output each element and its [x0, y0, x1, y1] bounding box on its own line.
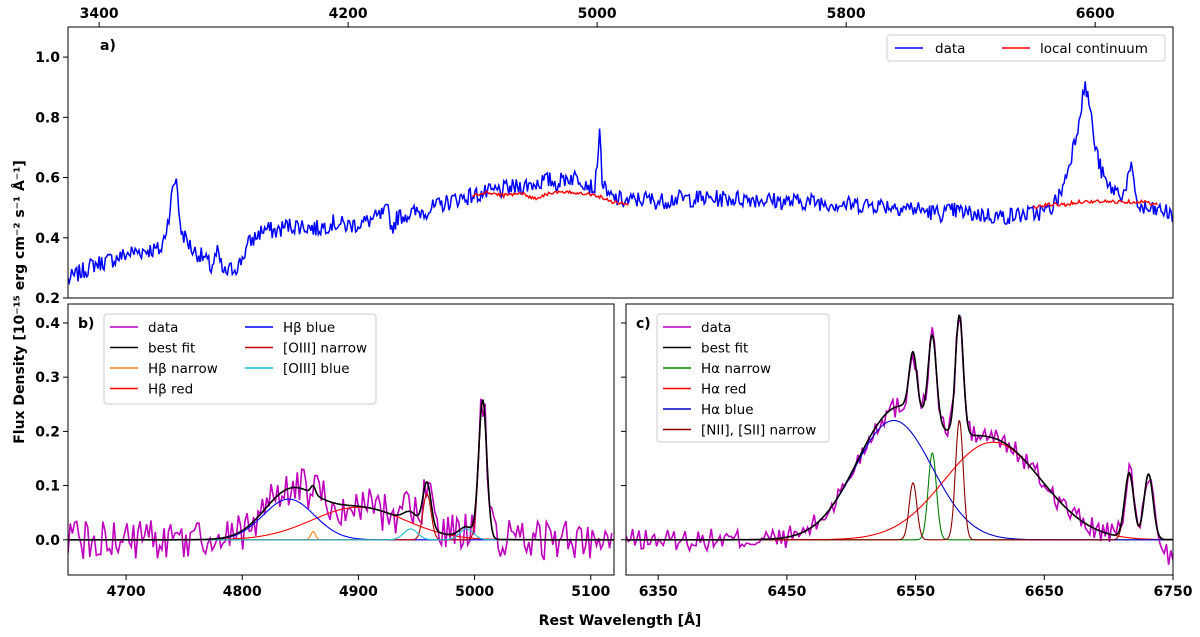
x-tick-label: 4700 [107, 584, 146, 600]
x-tick-label: 4900 [339, 584, 378, 600]
series-data-line [68, 398, 613, 561]
x-axis-label: Rest Wavelength [Å] [539, 612, 702, 629]
y-tick-label: 0.1 [35, 479, 60, 495]
x-tick-label: 6550 [896, 584, 935, 600]
legend-label-local-continuum: local continuum [1040, 41, 1148, 57]
legend-label: Hα red [701, 382, 746, 398]
series-data-line [68, 81, 1173, 286]
legend-box [656, 313, 830, 443]
legend-label: best fit [701, 341, 748, 357]
x-tick-label: 4800 [223, 584, 262, 600]
y-tick-label: 0.3 [35, 370, 60, 386]
panel-b-plot-area [68, 398, 614, 561]
y-tick-label: 0.2 [35, 291, 60, 307]
series-data-line [626, 316, 1173, 565]
legend-label: Hβ red [148, 382, 193, 398]
panel-a-plot-area [68, 81, 1173, 286]
legend-label: Hβ blue [283, 320, 335, 336]
legend-label: Hβ narrow [148, 361, 218, 377]
panel-c-plot-area [626, 314, 1173, 565]
legend-label: [NII], [SII] narrow [701, 423, 816, 439]
x-tick-label: 6650 [1025, 584, 1064, 600]
top-x-tick-label: 5000 [578, 6, 617, 22]
x-tick-label: 6450 [767, 584, 806, 600]
legend-label: data [701, 320, 731, 336]
legend-label: best fit [148, 341, 195, 357]
legend-label-data: data [935, 41, 965, 57]
y-tick-label: 0.8 [35, 110, 60, 126]
panel-legend: data best fit Hβ narrow Hβ red Hβ blue [OIII]… [103, 313, 377, 405]
series-best-fit-line [626, 314, 1173, 541]
series-local-continuum-line-1 [472, 189, 629, 206]
x-tick-label: 6750 [1154, 584, 1193, 600]
top-x-tick-label: 6600 [1076, 6, 1115, 22]
x-tick-label: 5000 [455, 584, 494, 600]
legend-label: [OIII] narrow [283, 341, 367, 357]
y-tick-label: 0.6 [35, 171, 60, 187]
top-x-tick-label: 5800 [827, 6, 866, 22]
legend-label: Hα blue [701, 402, 754, 418]
legend-label: [OIII] blue [283, 361, 350, 377]
y-tick-label: 0.0 [35, 533, 60, 549]
top-x-tick-label: 3400 [80, 6, 119, 22]
legend-box [103, 313, 377, 405]
top-x-tick-label: 4200 [329, 6, 368, 22]
legend-label: data [148, 320, 178, 336]
y-tick-label: 0.2 [35, 424, 60, 440]
series-best-fit-line [68, 399, 614, 541]
panel-a-label: a) [100, 38, 116, 54]
y-tick-label: 0.4 [35, 231, 60, 247]
x-tick-label: 5100 [571, 584, 610, 600]
y-tick-label: 0.4 [35, 316, 60, 332]
panel-label: c) [636, 316, 651, 332]
panel-legend: data best fit Hα narrow Hα red Hα blue [NII],… [656, 313, 830, 443]
panel-frame [625, 303, 1174, 576]
panel-a-frame [67, 26, 1174, 299]
x-tick-label: 6350 [639, 584, 678, 600]
series-local-continuum-line-2 [1032, 198, 1159, 210]
panel-a-legend: data local continuum [886, 34, 1166, 62]
y-axis-label: Flux Density [10⁻¹⁵ erg cm⁻² s⁻¹ Å⁻¹] [11, 160, 28, 444]
legend-label: Hα narrow [701, 361, 771, 377]
panel-frame [67, 303, 615, 576]
panel-label: b) [78, 316, 94, 332]
y-tick-label: 1.0 [35, 50, 60, 66]
